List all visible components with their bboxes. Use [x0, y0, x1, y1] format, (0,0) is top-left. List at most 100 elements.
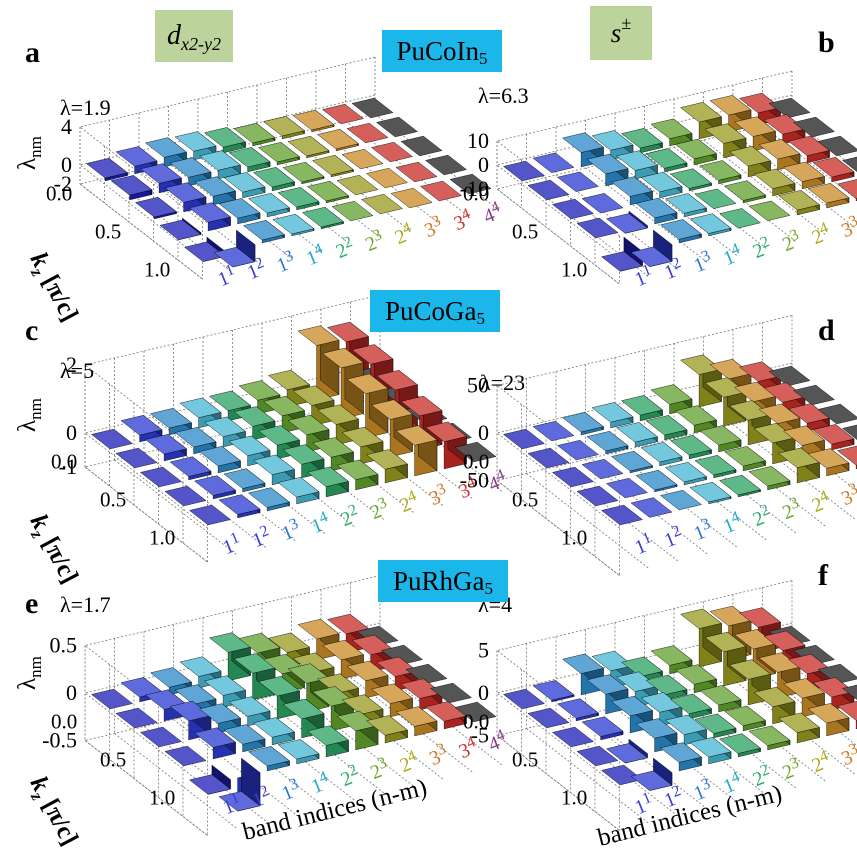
bar-top [758, 403, 801, 424]
bar-top [115, 146, 158, 167]
bar-d-3-0 [576, 485, 619, 507]
bar-f-2-1 [581, 716, 624, 741]
bar-top [91, 688, 133, 710]
bar-top [581, 716, 624, 737]
bar-top [778, 712, 820, 733]
bar-d-2-2 [611, 450, 653, 474]
bar-a-4-0 [184, 236, 226, 262]
bar-top [719, 474, 761, 496]
z-tick-label: 0.5 [50, 633, 78, 658]
bar-top [694, 455, 737, 476]
band-index-label: 33 [837, 212, 857, 242]
band-index-label: 24 [808, 747, 834, 777]
bar-c-3-0 [164, 485, 207, 507]
bar-top [611, 695, 653, 717]
z-tick-label: 5 [478, 638, 489, 663]
bar-top [174, 684, 217, 705]
bar-top [258, 425, 300, 446]
bar-a-1-7 [317, 128, 359, 152]
bar-top [174, 131, 217, 152]
grid-line [496, 665, 793, 831]
bar-top [292, 109, 335, 131]
bar-a-2-4 [253, 166, 295, 192]
band-index-label: 24 [396, 487, 422, 517]
band-index-label: 13 [278, 775, 304, 805]
kz-tick-label: 0.5 [95, 220, 121, 244]
bar-top [376, 370, 418, 391]
bar-top [719, 208, 761, 229]
bar-d-2-8 [788, 403, 830, 432]
bar-a-0-5 [233, 122, 276, 147]
bar-b-2-1 [581, 193, 624, 214]
bar-a-2-5 [282, 161, 325, 185]
bar-b-2-5 [699, 160, 742, 185]
bar-top [194, 176, 236, 197]
bar-top [189, 504, 231, 526]
bar-a-1-6 [287, 135, 330, 159]
kz-tick-label: 1.0 [561, 786, 587, 810]
bar-top [704, 631, 747, 653]
bar-a-3-2 [218, 197, 261, 225]
bar-top [322, 639, 364, 661]
bars [86, 97, 492, 268]
z-tick-label: -10 [460, 176, 489, 201]
band-index-label: 12 [660, 522, 686, 552]
kz-tick-label: 0.5 [512, 488, 538, 512]
bar-a-3-5 [307, 180, 349, 204]
bar-top [665, 462, 707, 483]
grid-line [496, 362, 793, 529]
bar-top [675, 405, 717, 426]
bar-c-4-2 [248, 487, 290, 512]
bar-top [611, 450, 653, 472]
bar-a-1-8 [346, 122, 389, 144]
bar-a-3-4 [277, 186, 320, 211]
bar-c-4-6 [366, 449, 408, 484]
bar-d-3-5 [724, 445, 766, 472]
bar-top [376, 116, 418, 138]
bar-top [552, 726, 594, 748]
bar-c-0-0 [91, 428, 133, 450]
bar-b-2-0 [552, 198, 594, 220]
bar-b-0-4 [621, 127, 663, 154]
bar-f-3-0 [576, 745, 619, 767]
bar-c-4-3 [277, 476, 320, 505]
bar-a-3-3 [248, 192, 290, 218]
bar-e-2-2 [199, 703, 241, 734]
bar-top [635, 718, 678, 739]
bar-a-2-9 [400, 135, 443, 157]
bar-b-2-3 [640, 171, 683, 199]
grid-line [84, 396, 381, 563]
bar-top [601, 504, 643, 526]
bar-top [302, 206, 344, 228]
bar-top [395, 425, 438, 446]
bar-top [630, 497, 673, 518]
bar-c-0-3 [179, 397, 222, 429]
bar-top [837, 179, 857, 199]
bar-top [140, 163, 182, 184]
bar-a-1-5 [258, 141, 300, 166]
band-index-label: 22 [332, 233, 358, 263]
bar-top [287, 414, 330, 436]
bar-top [763, 630, 806, 651]
bar-top [346, 122, 389, 144]
bar-top [204, 127, 246, 148]
grid-line [496, 315, 793, 481]
bar-top [645, 415, 688, 436]
bar-b-3-8 [812, 156, 855, 183]
kz-tick-label: 0.0 [463, 450, 489, 474]
bar-a-4-1 [213, 229, 256, 268]
bar-top [606, 213, 648, 234]
bar-c-1-3 [204, 416, 246, 448]
bar-a-0-2 [145, 137, 187, 168]
band-index-label: 23 [778, 754, 804, 784]
bar-b-3-6 [753, 168, 796, 197]
kz-tick-label: 0.5 [512, 220, 538, 244]
dwave-symmetry-label: d x2-y2 [155, 10, 233, 62]
bar-c-2-7 [346, 373, 389, 439]
bar-top [150, 667, 192, 688]
bar-b-2-2 [611, 176, 653, 206]
bar-top [665, 714, 707, 735]
bar-top [282, 161, 325, 183]
lambda-value-label: λ=1.7 [60, 592, 111, 617]
bar-top [199, 446, 241, 467]
